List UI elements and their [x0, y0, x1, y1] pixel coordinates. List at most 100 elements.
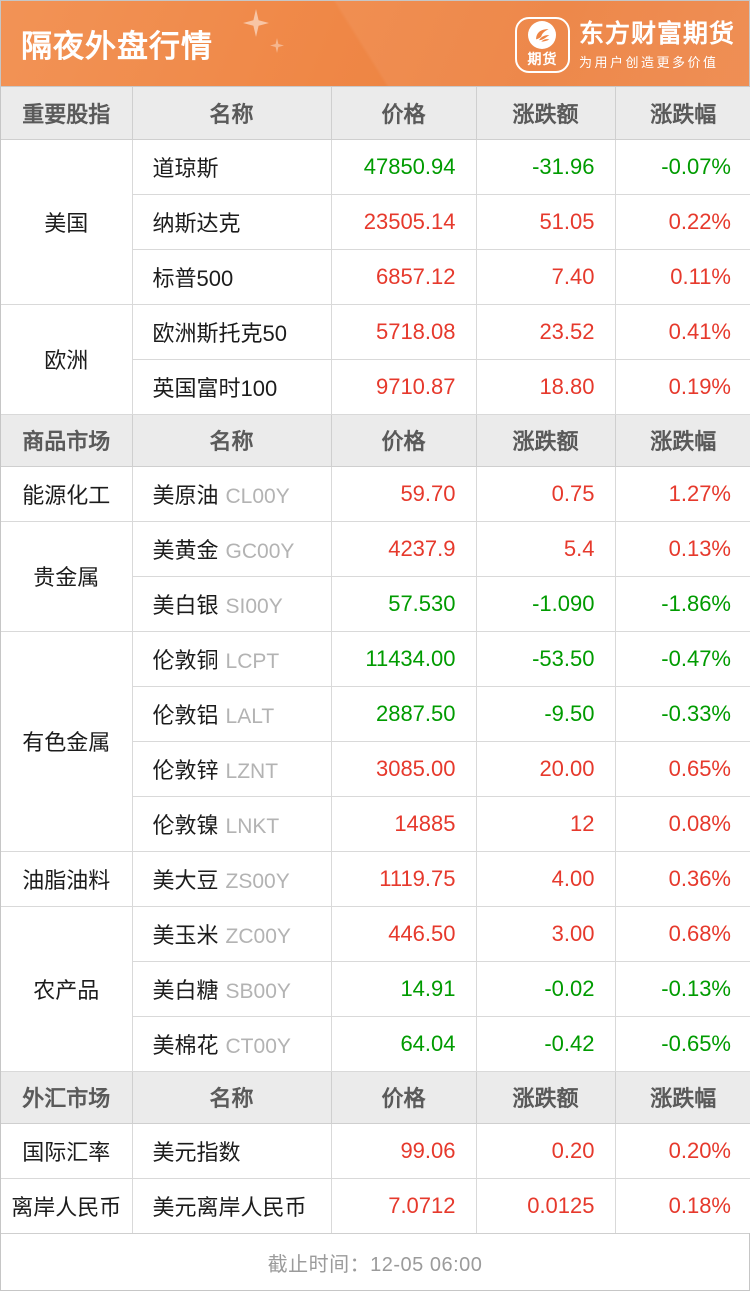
change-pct-cell: 0.19% [614, 358, 750, 415]
price-cell: 7.0712 [330, 1177, 477, 1234]
category-cell: 欧洲 [0, 303, 133, 415]
price-cell: 23505.14 [330, 193, 477, 250]
column-header: 价格 [330, 1070, 477, 1124]
instrument-name: 美原油 [152, 482, 219, 508]
ticker-code: SI00Y [225, 594, 283, 618]
column-header: 涨跌幅 [614, 1070, 750, 1124]
change-cell: -0.42 [475, 1015, 616, 1072]
instrument-name: 标普500 [152, 265, 234, 291]
brand-logo: 期货 东方财富期货 为用户创造更多价值 [514, 17, 735, 73]
change-pct-cell: 0.08% [614, 795, 750, 852]
instrument-name-cell: 美白银 SI00Y [131, 575, 332, 632]
ticker-code: ZS00Y [225, 869, 290, 893]
change-pct-cell: 0.13% [614, 520, 750, 577]
change-cell: -9.50 [475, 685, 616, 742]
category-cell: 美国 [0, 138, 133, 305]
instrument-name: 美玉米 [152, 922, 219, 948]
price-cell: 9710.87 [330, 358, 477, 415]
change-cell: 23.52 [475, 303, 616, 360]
instrument-name: 美黄金 [152, 537, 219, 563]
change-cell: 18.80 [475, 358, 616, 415]
price-cell: 14.91 [330, 960, 477, 1017]
page-title: 隔夜外盘行情 [21, 29, 213, 64]
futures-badge-icon: 期货 [514, 17, 570, 73]
section-header-row: 商品市场 名称 价格 涨跌额 涨跌幅 [0, 413, 750, 467]
quote-row: 伦敦锌 LZNT 3085.00 20.00 0.65% [1, 740, 750, 797]
instrument-name-cell: 道琼斯 [131, 138, 332, 195]
change-cell: -1.090 [475, 575, 616, 632]
change-cell: 5.4 [475, 520, 616, 577]
quote-row: 欧洲 欧洲斯托克50 5718.08 23.52 0.41% [0, 303, 750, 415]
change-pct-cell: 0.11% [614, 248, 750, 305]
quote-row: 标普500 6857.12 7.40 0.11% [1, 248, 750, 305]
column-header: 价格 [330, 413, 477, 467]
instrument-name-cell: 美玉米 ZC00Y [131, 905, 332, 962]
category-cell: 贵金属 [0, 520, 133, 632]
column-header: 名称 [131, 86, 332, 140]
category-cell: 国际汇率 [0, 1122, 133, 1179]
quote-row: 贵金属 美黄金 GC00Y 4237.9 5.4 0.13% [0, 520, 750, 632]
instrument-name: 纳斯达克 [152, 210, 241, 236]
ticker-code: CL00Y [225, 484, 290, 508]
price-cell: 3085.00 [330, 740, 477, 797]
quote-row: 伦敦镍 LNKT 14885 12 0.08% [1, 795, 750, 852]
section-header-row: 外汇市场 名称 价格 涨跌额 涨跌幅 [0, 1070, 750, 1124]
change-cell: 20.00 [475, 740, 616, 797]
sparkle-icon [243, 9, 269, 37]
instrument-name: 英国富时100 [152, 375, 278, 401]
category-cell: 能源化工 [0, 465, 133, 522]
instrument-name-cell: 纳斯达克 [131, 193, 332, 250]
ticker-code: LNKT [225, 814, 280, 838]
change-pct-cell: 1.27% [614, 465, 750, 522]
instrument-name-cell: 美黄金 GC00Y [131, 520, 332, 577]
ticker-code: CT00Y [225, 1034, 291, 1058]
price-cell: 11434.00 [330, 630, 477, 687]
category-cell: 有色金属 [0, 630, 133, 852]
instrument-name: 欧洲斯托克50 [152, 320, 287, 346]
price-cell: 2887.50 [330, 685, 477, 742]
change-pct-cell: -0.13% [614, 960, 750, 1017]
change-pct-cell: -0.33% [614, 685, 750, 742]
instrument-name: 美白银 [152, 592, 219, 618]
price-cell: 47850.94 [330, 138, 477, 195]
change-cell: 0.20 [475, 1122, 616, 1179]
ticker-code: SB00Y [225, 979, 291, 1003]
instrument-name-cell: 欧洲斯托克50 [131, 303, 332, 360]
column-header: 涨跌幅 [614, 86, 750, 140]
instrument-name: 美大豆 [152, 867, 219, 893]
instrument-name-cell: 美元离岸人民币 [131, 1177, 332, 1234]
quotes-table: 重要股指 名称 价格 涨跌额 涨跌幅 美国 道琼斯 47850.94 -31.96 -0.07% 纳… [0, 86, 750, 1234]
price-cell: 446.50 [330, 905, 477, 962]
change-cell: 12 [475, 795, 616, 852]
price-cell: 6857.12 [330, 248, 477, 305]
change-cell: 0.0125 [475, 1177, 616, 1234]
instrument-name: 伦敦铜 [152, 647, 219, 673]
instrument-name-cell: 美白糖 SB00Y [131, 960, 332, 1017]
change-cell: 7.40 [475, 248, 616, 305]
quote-row: 纳斯达克 23505.14 51.05 0.22% [1, 193, 750, 250]
quote-row: 农产品 美玉米 ZC00Y 446.50 3.00 0.68% [0, 905, 750, 1072]
ticker-code: ZC00Y [225, 924, 291, 948]
ticker-code: LZNT [225, 759, 279, 783]
ticker-code: LALT [225, 704, 275, 728]
ticker-code: LCPT [225, 649, 280, 673]
quote-row: 美白糖 SB00Y 14.91 -0.02 -0.13% [1, 960, 750, 1017]
change-cell: 0.75 [475, 465, 616, 522]
quote-row: 美白银 SI00Y 57.530 -1.090 -1.86% [1, 575, 750, 632]
price-cell: 57.530 [330, 575, 477, 632]
price-cell: 1119.75 [330, 850, 477, 907]
change-cell: 3.00 [475, 905, 616, 962]
instrument-name-cell: 伦敦铜 LCPT [131, 630, 332, 687]
instrument-name-cell: 英国富时100 [131, 358, 332, 415]
column-header: 涨跌幅 [614, 413, 750, 467]
instrument-name-cell: 美元指数 [131, 1122, 332, 1179]
category-cell: 农产品 [0, 905, 133, 1072]
change-pct-cell: 0.22% [614, 193, 750, 250]
column-header: 名称 [131, 413, 332, 467]
change-pct-cell: 0.20% [614, 1122, 750, 1179]
footer: 截止时间：12-05 06:00 [1, 1233, 749, 1290]
change-pct-cell: 0.68% [614, 905, 750, 962]
instrument-name-cell: 伦敦铝 LALT [131, 685, 332, 742]
category-cell: 油脂油料 [0, 850, 133, 907]
